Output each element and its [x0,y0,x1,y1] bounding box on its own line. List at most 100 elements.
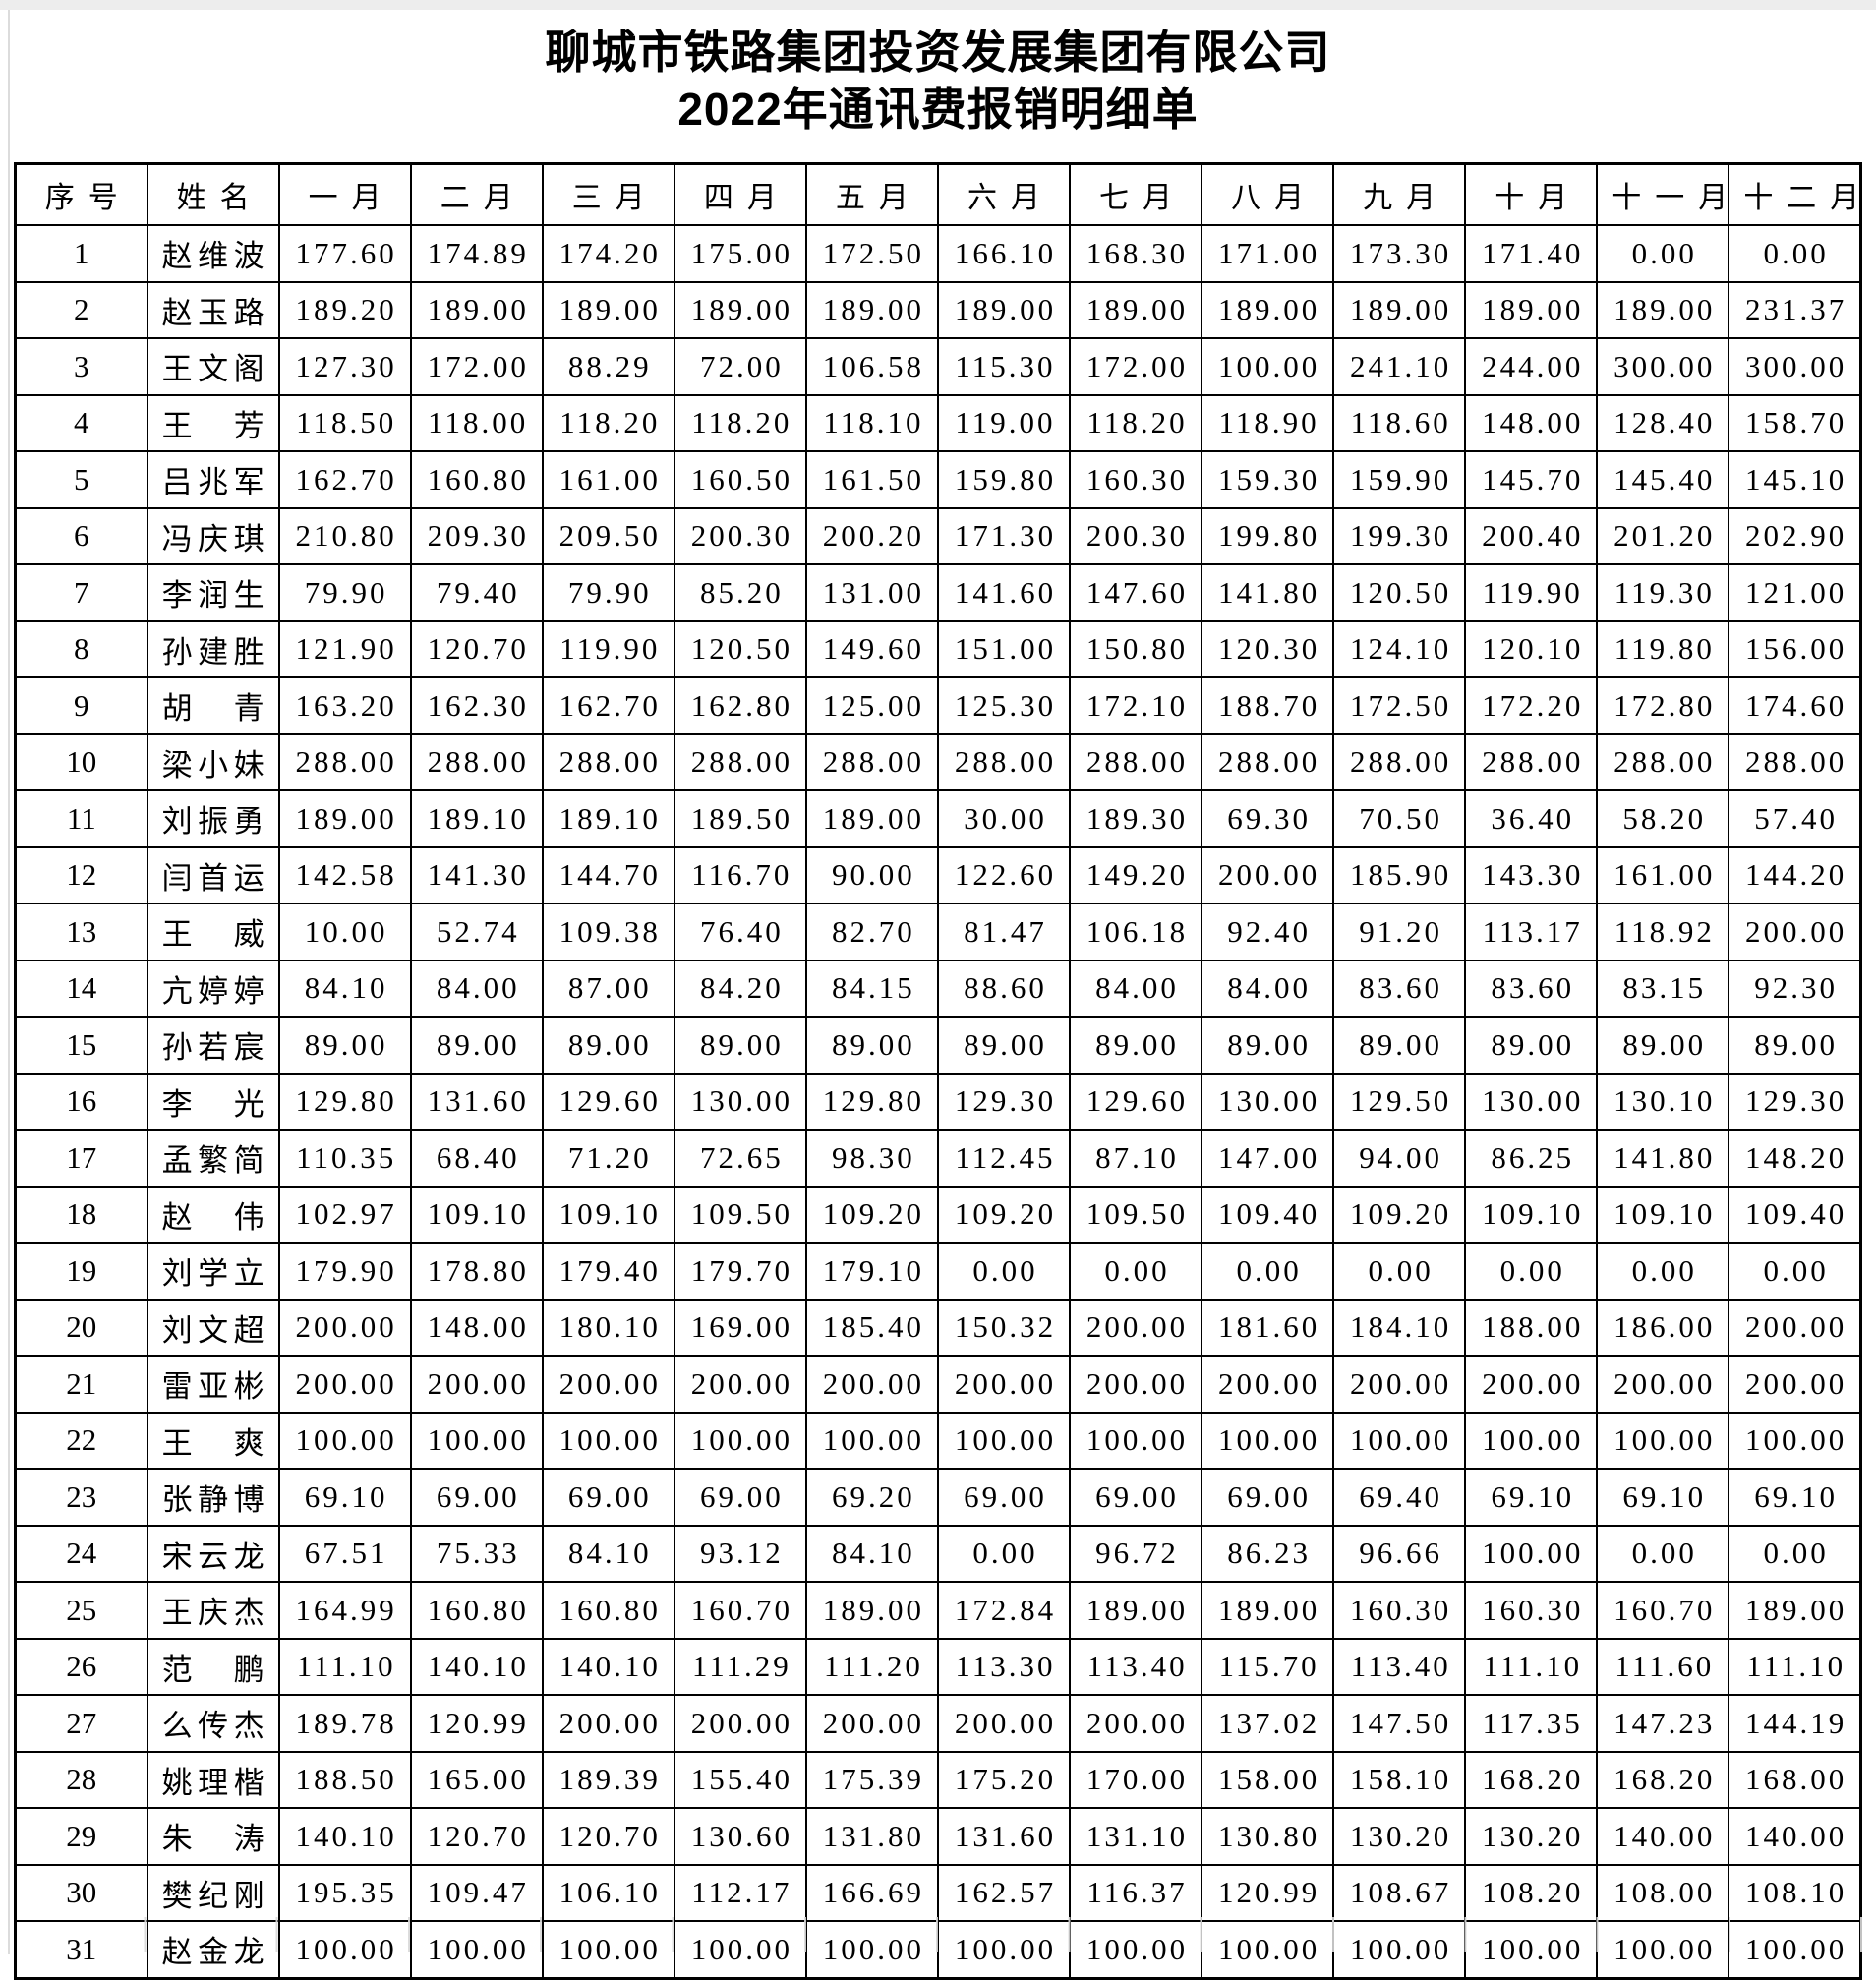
fee-value: 84.10 [804,1524,939,1583]
fee-value: 109.20 [1332,1185,1467,1244]
fee-value: 120.70 [541,1807,675,1866]
fee-value: 158.10 [1332,1750,1467,1809]
fee-value: 140.00 [1728,1807,1862,1866]
fee-value: 111.10 [277,1637,412,1696]
employee-name: 孙若宸 [146,1016,280,1075]
row-number: 13 [14,903,148,961]
fee-value: 179.40 [541,1242,675,1301]
fee-value: 200.00 [277,1298,412,1357]
fee-value: 100.00 [1464,1411,1599,1470]
fee-value: 119.90 [541,619,675,678]
column-header: 七月 [1068,162,1203,226]
fee-value: 118.92 [1596,903,1730,961]
fee-value: 100.00 [541,1411,675,1470]
fee-value: 100.00 [1596,1411,1730,1470]
fee-value: 148.00 [1464,393,1599,452]
employee-name: 王爽 [146,1411,280,1470]
fee-value: 84.20 [673,959,807,1018]
fee-value: 102.97 [277,1185,412,1244]
row-number: 19 [14,1242,148,1301]
fee-value: 189.00 [1068,280,1203,339]
fee-value: 116.37 [1068,1863,1203,1922]
fee-value: 288.00 [936,732,1072,791]
fee-value: 209.50 [541,506,675,565]
employee-name: 赵玉路 [146,280,280,339]
fee-value: 83.60 [1464,959,1599,1018]
fee-value: 159.30 [1201,450,1335,509]
column-header: 一月 [277,162,412,226]
fee-value: 89.00 [541,1016,675,1075]
document-subtitle: 2022年通讯费报销明细单 [677,84,1199,135]
fee-value: 87.00 [541,959,675,1018]
fee-value: 0.00 [1332,1242,1467,1301]
fee-value: 159.90 [1332,450,1467,509]
fee-value: 84.15 [804,959,939,1018]
fee-value: 0.00 [1728,1242,1862,1301]
row-number: 21 [14,1355,148,1414]
row-number: 7 [14,563,148,622]
column-header: 八月 [1201,162,1335,226]
fee-value: 288.00 [804,732,939,791]
row-number: 5 [14,450,148,509]
row-number: 11 [14,789,148,848]
fee-value: 300.00 [1596,337,1730,396]
fee-value: 149.20 [1068,845,1203,904]
fee-value: 120.70 [409,1807,544,1866]
fee-value: 120.99 [1201,1863,1335,1922]
employee-name: 冯庆琪 [146,506,280,565]
fee-value: 113.40 [1332,1637,1467,1696]
fee-value: 199.30 [1332,506,1467,565]
fee-value: 200.00 [1201,1355,1335,1414]
column-header: 六月 [936,162,1072,226]
fee-value: 100.00 [277,1411,412,1470]
fee-value: 118.90 [1201,393,1335,452]
fee-value: 202.90 [1728,506,1862,565]
fee-value: 189.00 [804,789,939,848]
fee-value: 160.50 [673,450,807,509]
fee-value: 0.00 [936,1524,1072,1583]
fee-value: 200.40 [1464,506,1599,565]
document-title: 聊城市铁路集团投资发展集团有限公司 2022年通讯费报销明细单 [14,24,1862,138]
fee-value: 189.10 [541,789,675,848]
fee-value: 85.20 [673,563,807,622]
employee-name: 张静博 [146,1468,280,1527]
fee-value: 129.60 [541,1072,675,1131]
employee-name: 刘文超 [146,1298,280,1357]
fee-value: 140.00 [1596,1807,1730,1866]
fee-value: 200.00 [541,1355,675,1414]
fee-value: 175.20 [936,1750,1072,1809]
fee-value: 168.00 [1728,1750,1862,1809]
fee-value: 117.35 [1464,1694,1599,1753]
fee-value: 184.10 [1332,1298,1467,1357]
row-number: 28 [14,1750,148,1809]
fee-value: 119.80 [1596,619,1730,678]
fee-value: 141.60 [936,563,1072,622]
fee-value: 189.30 [1068,789,1203,848]
fee-value: 200.00 [804,1355,939,1414]
fee-value: 84.00 [1068,959,1203,1018]
fee-value: 118.10 [804,393,939,452]
fee-value: 200.00 [1728,1298,1862,1357]
fee-value: 288.00 [1068,732,1203,791]
fee-value: 89.00 [1728,1016,1862,1075]
page-top-edge [0,0,1876,10]
table-row: 22 王爽 100.00 100.00 100.00 100.00 100.00 100.00… [14,1411,1862,1470]
fee-value: 120.99 [409,1694,544,1753]
row-number: 12 [14,845,148,904]
fee-value: 160.70 [1596,1581,1730,1640]
fee-value: 96.72 [1068,1524,1203,1583]
table-row: 26 范鹏 111.10 140.10 140.10 111.29 111.20 113.30… [14,1637,1862,1696]
fee-value: 109.20 [936,1185,1072,1244]
fee-value: 90.00 [804,845,939,904]
fee-value: 168.20 [1596,1750,1730,1809]
fee-value: 113.30 [936,1637,1072,1696]
fee-value: 83.15 [1596,959,1730,1018]
fee-value: 100.00 [1464,1524,1599,1583]
fee-value: 111.20 [804,1637,939,1696]
fee-value: 189.50 [673,789,807,848]
fee-value: 162.30 [409,676,544,735]
fee-value: 151.00 [936,619,1072,678]
employee-name: 李光 [146,1072,280,1131]
fee-value: 200.00 [1068,1694,1203,1753]
row-number: 23 [14,1468,148,1527]
